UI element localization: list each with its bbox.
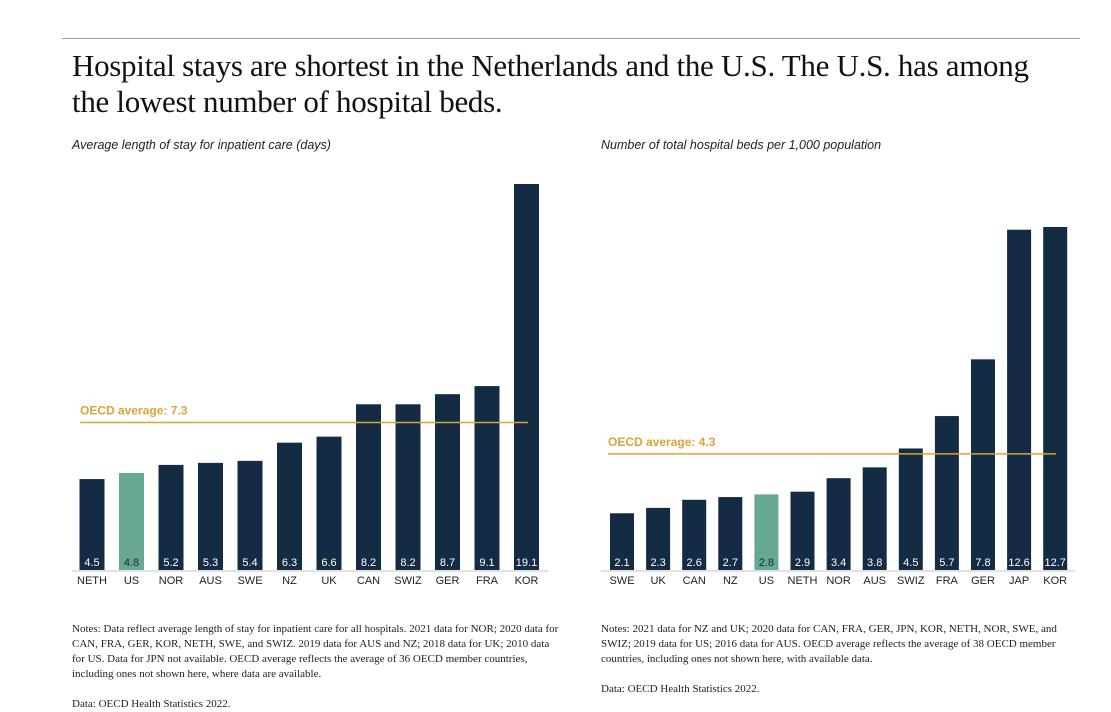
- x-tick-label: FRA: [936, 575, 959, 587]
- x-tick-label: NOR: [826, 575, 851, 587]
- chart-2-notes: Notes: 2021 data for NZ and UK; 2020 dat…: [601, 623, 1057, 665]
- x-tick-label: AUS: [199, 575, 222, 587]
- data-label: 5.2: [163, 557, 178, 569]
- chart-1-notes: Notes: Data reflect average length of st…: [72, 623, 559, 680]
- data-label: 4.8: [124, 557, 139, 569]
- data-label: 12.6: [1008, 557, 1029, 569]
- bar-aus: [198, 462, 223, 570]
- bar-swiz: [395, 404, 421, 570]
- bar-swiz: [898, 448, 923, 570]
- data-label: 5.7: [939, 557, 954, 569]
- chart-2-source: Data: OECD Health Statistics 2022.: [601, 683, 760, 695]
- x-tick-label: FRA: [476, 575, 499, 587]
- x-tick-label: UK: [321, 575, 337, 587]
- x-tick-label: NETH: [77, 575, 107, 587]
- x-tick-label: UK: [650, 575, 666, 587]
- bar-nor: [158, 464, 184, 570]
- bar-neth: [79, 479, 105, 570]
- x-tick-label: NZ: [723, 575, 738, 587]
- x-tick-label: JAP: [1009, 575, 1029, 587]
- bar-fra: [474, 386, 500, 570]
- bar-kor: [514, 184, 539, 570]
- bar-ger: [435, 394, 460, 570]
- bar-swe: [237, 460, 263, 570]
- x-tick-label: SWE: [609, 575, 634, 587]
- chart-2-title: Number of total hospital beds per 1,000 …: [601, 138, 882, 152]
- x-tick-label: KOR: [515, 575, 539, 587]
- data-label: 9.1: [479, 557, 494, 569]
- bar-kor: [1043, 227, 1068, 570]
- data-label: 8.7: [440, 557, 455, 569]
- bar-uk: [316, 436, 342, 570]
- data-label: 2.7: [723, 557, 738, 569]
- bar-can: [356, 404, 381, 570]
- x-tick-label: NETH: [788, 575, 818, 587]
- data-label: 5.3: [203, 557, 218, 569]
- oecd-average-label: OECD average: 7.3: [80, 403, 188, 417]
- data-label: 3.4: [831, 557, 846, 569]
- x-tick-label: GER: [971, 575, 995, 587]
- top-rule: [62, 38, 1080, 39]
- bar-ger: [971, 359, 995, 570]
- data-label: 6.6: [321, 557, 336, 569]
- bar-swe: [610, 513, 634, 570]
- data-label: 2.3: [650, 557, 665, 569]
- data-label: 7.8: [975, 557, 990, 569]
- x-tick-label: AUS: [863, 575, 886, 587]
- chart-1-title: Average length of stay for inpatient car…: [72, 138, 331, 152]
- bar-us: [119, 472, 144, 570]
- x-tick-label: NOR: [159, 575, 184, 587]
- x-tick-label: NZ: [282, 575, 297, 587]
- data-label: 4.5: [84, 557, 99, 569]
- bar-jap: [1007, 229, 1032, 570]
- data-label: 2.8: [759, 557, 774, 569]
- bar-can: [682, 499, 707, 570]
- bar-neth: [790, 491, 815, 570]
- data-label: 2.9: [795, 557, 810, 569]
- bar-fra: [934, 416, 959, 570]
- bar-aus: [862, 467, 887, 570]
- x-tick-label: SWIZ: [897, 575, 925, 587]
- data-label: 5.4: [242, 557, 257, 569]
- bar-nz: [718, 497, 743, 570]
- data-label: 3.8: [867, 557, 882, 569]
- page-title: Hospital stays are shortest in the Nethe…: [72, 48, 1029, 119]
- data-label: 19.1: [516, 557, 537, 569]
- data-label: 6.3: [282, 557, 297, 569]
- bar-us: [754, 494, 779, 570]
- data-label: 4.5: [903, 557, 918, 569]
- data-label: 8.2: [400, 557, 415, 569]
- bar-uk: [646, 507, 671, 570]
- x-tick-label: CAN: [357, 575, 380, 587]
- x-tick-label: US: [759, 575, 774, 587]
- chart-1-source: Data: OECD Health Statistics 2022.: [72, 698, 231, 710]
- x-tick-label: GER: [436, 575, 460, 587]
- x-tick-label: US: [124, 575, 139, 587]
- x-tick-label: SWIZ: [394, 575, 422, 587]
- x-tick-label: SWE: [237, 575, 262, 587]
- x-tick-label: KOR: [1043, 575, 1067, 587]
- bar-nz: [277, 442, 302, 570]
- data-label: 8.2: [361, 557, 376, 569]
- data-label: 2.1: [614, 557, 629, 569]
- x-tick-label: CAN: [683, 575, 706, 587]
- data-label: 2.6: [687, 557, 702, 569]
- oecd-average-label: OECD average: 4.3: [608, 435, 716, 449]
- data-label: 12.7: [1044, 557, 1065, 569]
- bar-nor: [826, 478, 851, 570]
